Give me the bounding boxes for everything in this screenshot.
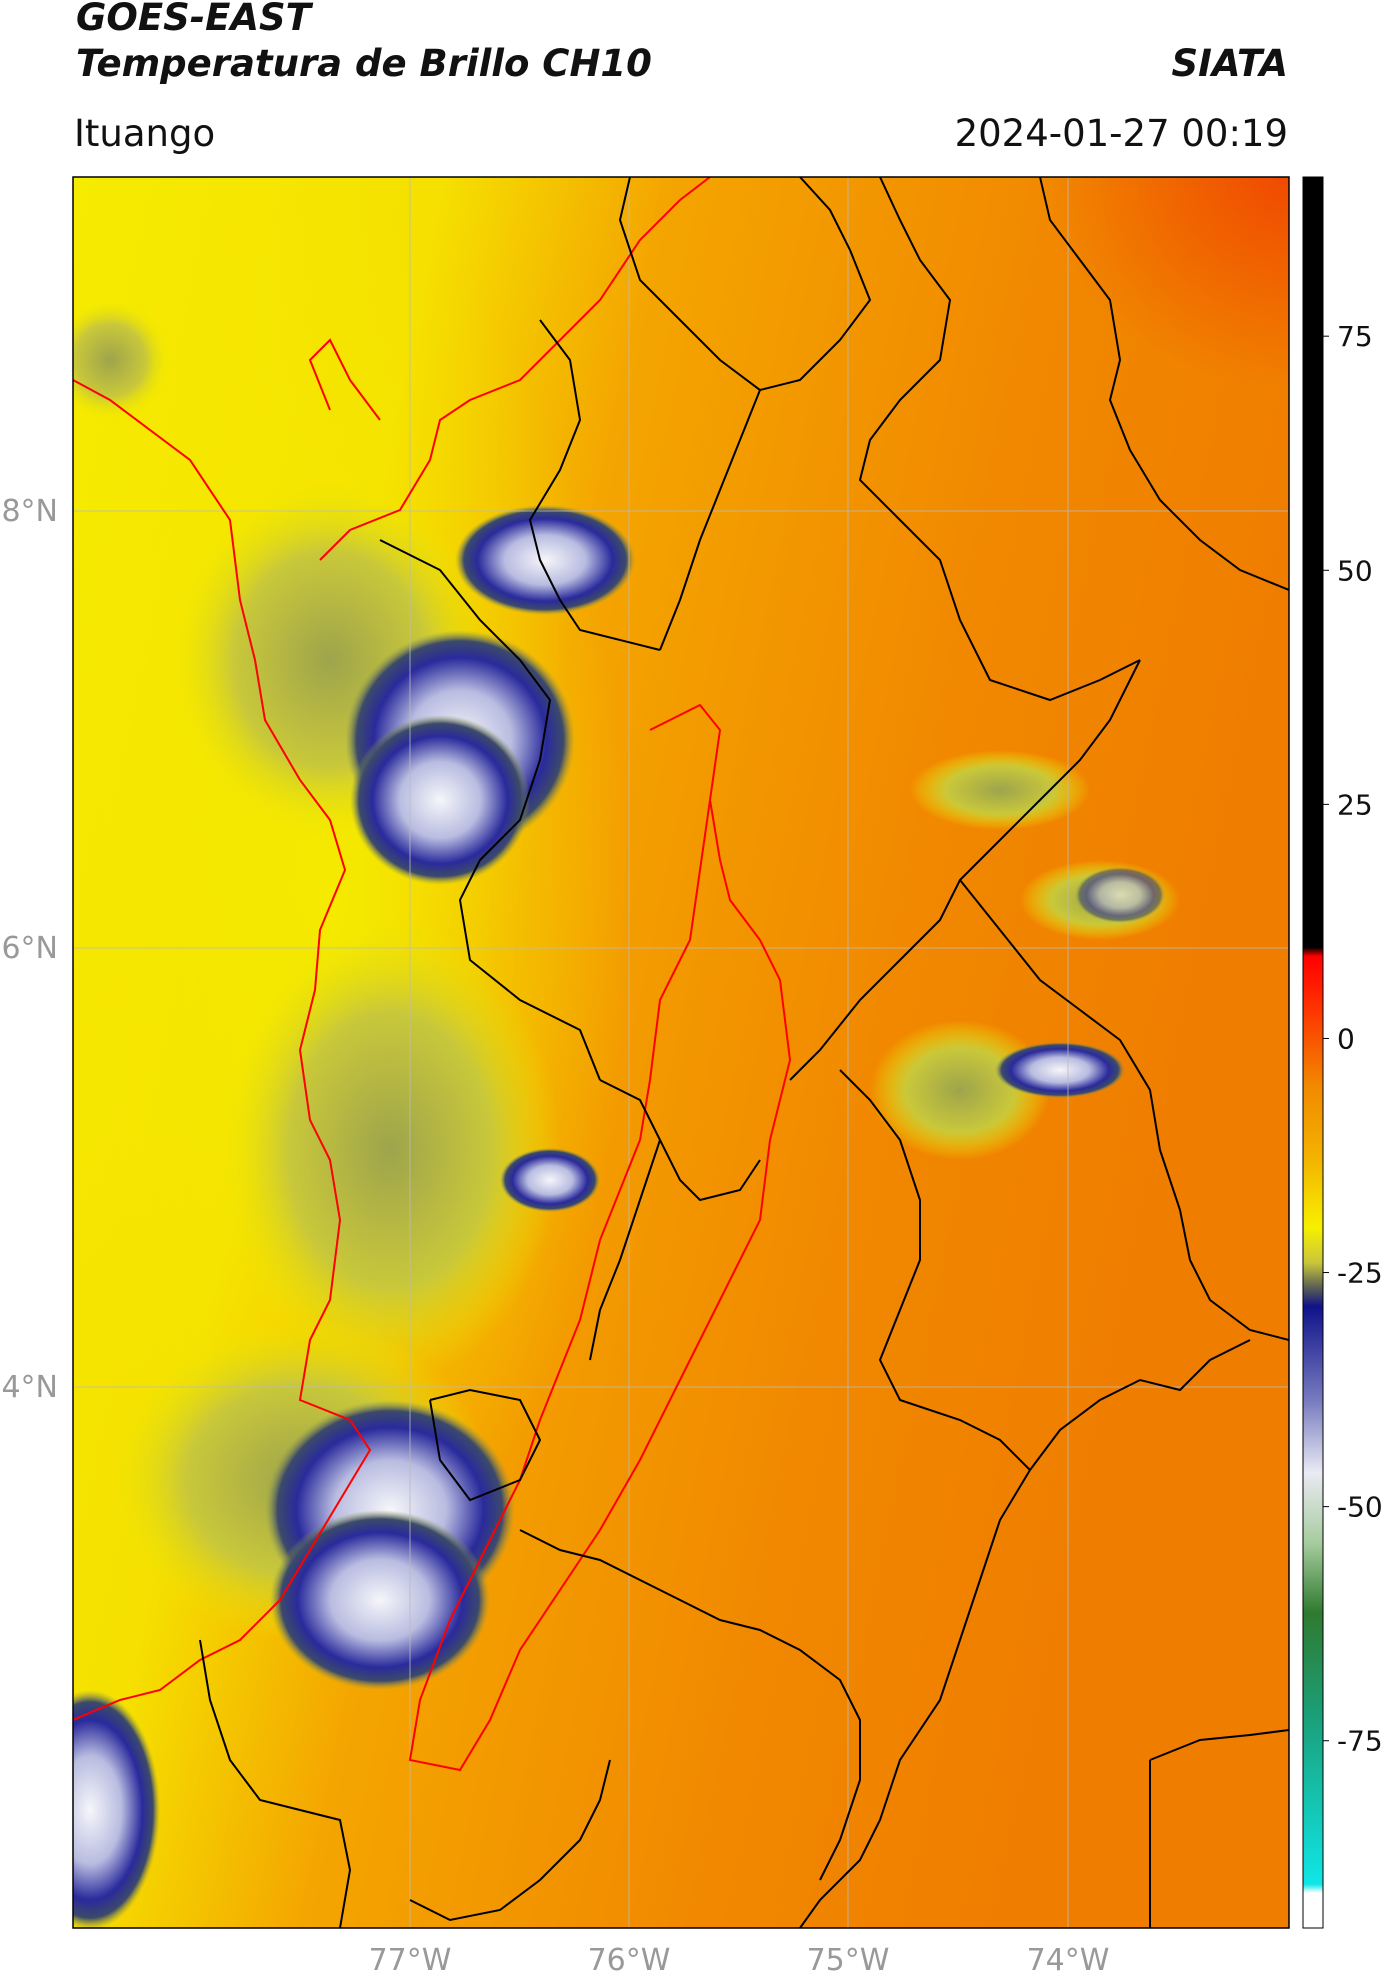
location-label: Ituango: [74, 112, 216, 155]
warm-area-northeast: [800, 177, 1289, 597]
olive-area-east2: [910, 750, 1090, 830]
cloud-cell: [500, 1148, 600, 1212]
cb-tick-label: 25: [1337, 788, 1373, 821]
colorbar-gradient: [1302, 176, 1324, 1929]
cloud-cell: [995, 1042, 1125, 1098]
olive-area-east3: [870, 1020, 1050, 1160]
lat-tick-labels: 8°N 6°N 4°N: [1, 494, 58, 1405]
lon-tick-77w: 77°W: [369, 1943, 452, 1978]
cb-tick-label: -25: [1337, 1257, 1383, 1290]
cb-tick-label: 0: [1337, 1022, 1355, 1055]
cloud-cell: [1075, 867, 1165, 923]
lat-tick-4n: 4°N: [1, 1370, 58, 1405]
cloud-cell: [455, 505, 635, 615]
title-satellite: GOES-EAST: [76, 0, 311, 39]
cb-tick-label: -75: [1337, 1725, 1383, 1758]
olive-area-corner: [73, 300, 170, 420]
department-borders: [199, 177, 1289, 1928]
cb-tick-label: 50: [1337, 554, 1373, 587]
colorbar: 75 50 25 0 -25 -50 -75: [1302, 176, 1383, 1929]
map-border: [72, 176, 1290, 1929]
cloud-cell: [350, 715, 530, 885]
olive-area-central: [220, 920, 560, 1380]
cloud-cell: [270, 1510, 490, 1690]
lon-tick-76w: 76°W: [588, 1943, 671, 1978]
cloud-cell: [73, 1690, 160, 1928]
title-agency: SIATA: [1171, 42, 1288, 85]
title-product: Temperatura de Brillo CH10: [76, 42, 652, 85]
graticule: [73, 177, 1289, 1928]
cb-tick-label: -50: [1337, 1491, 1383, 1524]
lon-tick-labels: 77°W 76°W 75°W 74°W: [369, 1943, 1110, 1978]
datetime-label: 2024-01-27 00:19: [954, 112, 1288, 155]
lat-tick-8n: 8°N: [1, 494, 58, 529]
lat-tick-6n: 6°N: [1, 931, 58, 966]
cb-tick-label: 75: [1337, 320, 1373, 353]
colorbar-ticks: 75 50 25 0 -25 -50 -75: [1323, 320, 1383, 1758]
map-frame: [73, 177, 1289, 1928]
lon-tick-75w: 75°W: [807, 1943, 890, 1978]
lon-tick-74w: 74°W: [1027, 1943, 1110, 1978]
coastline: [73, 177, 792, 1772]
